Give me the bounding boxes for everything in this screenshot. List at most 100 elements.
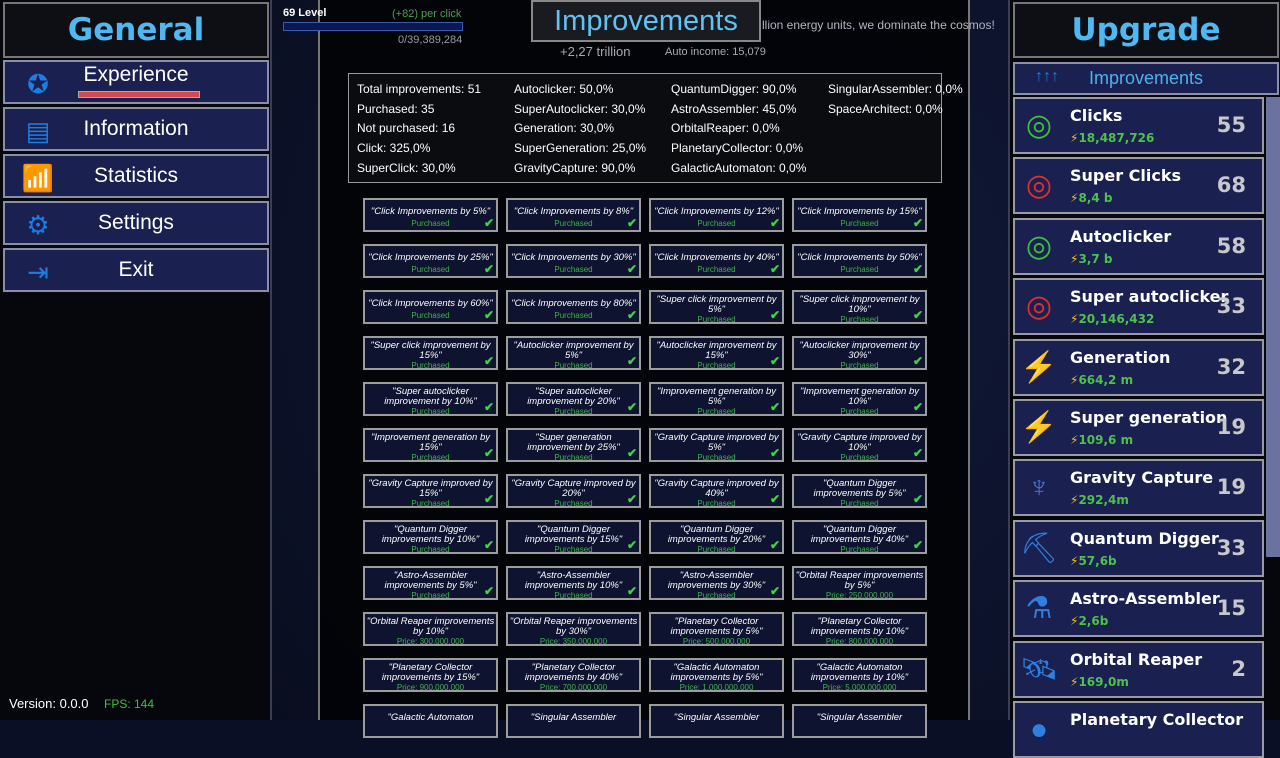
checkmark-icon: ✔ xyxy=(912,262,923,276)
improvement-card[interactable]: "Click Improvements by 12%" Purchased ✔ xyxy=(649,198,784,232)
upgrade-count: 19 xyxy=(1216,475,1246,500)
improvement-card[interactable]: "Super autoclicker improvement by 10%" Pu… xyxy=(363,382,498,416)
checkmark-icon: ✔ xyxy=(626,354,637,368)
improvement-card[interactable]: "Planetary Collector improvements by 5%"… xyxy=(649,612,784,646)
improvement-title: "Click Improvements by 40%" xyxy=(654,252,779,263)
checkmark-icon: ✔ xyxy=(912,446,923,460)
improvement-card[interactable]: "Improvement generation by 5%" Purchased ✔ xyxy=(649,382,784,416)
improvement-card[interactable]: "Click Improvements by 25%" Purchased ✔ xyxy=(363,244,498,278)
price-label: Price: 250,000,000 xyxy=(825,591,894,600)
upgrade-item[interactable]: 🛰 Orbital Reaper ⚡169,0m 2 xyxy=(1013,640,1264,698)
improvement-card[interactable]: "Singular Assembler xyxy=(506,704,641,738)
improvement-card[interactable]: "Planetary Collector improvements by 10%… xyxy=(792,612,927,646)
upgrade-count: 15 xyxy=(1216,596,1246,621)
improvement-card[interactable]: "Super click improvement by 10%" Purchase… xyxy=(792,290,927,324)
improvement-card[interactable]: "Planetary Collector improvements by 40%… xyxy=(506,658,641,692)
energy-icon: ⚡ xyxy=(1070,493,1079,508)
improvement-card[interactable]: "Gravity Capture improved by 15%" Purchas… xyxy=(363,474,498,508)
nav-information[interactable]: ▤ Information xyxy=(3,107,269,151)
improvement-card[interactable]: "Quantum Digger improvements by 40%" Purc… xyxy=(792,520,927,554)
improvement-title: "Planetary Collector improvements by 15%… xyxy=(381,662,480,683)
improvement-card[interactable]: "Super click improvement by 15%" Purchase… xyxy=(363,336,498,370)
improvement-card[interactable]: "Quantum Digger improvements by 10%" Purc… xyxy=(363,520,498,554)
gear-icon: ⚙ xyxy=(26,210,50,240)
improvement-title: "Improvement generation by 10%" xyxy=(799,386,920,407)
upgrade-item[interactable]: ⚗ Astro-Assembler ⚡2,6b 15 xyxy=(1013,580,1264,638)
improvement-card[interactable]: "Astro-Assembler improvements by 10%" Pur… xyxy=(506,566,641,600)
improvement-card[interactable]: "Orbital Reaper improvements by 30%" Pric… xyxy=(506,612,641,646)
lightning-icon: ⚡ xyxy=(1020,350,1058,384)
upgrade-item[interactable]: ⚡ Super generation ⚡109,6 m 19 xyxy=(1013,399,1264,456)
improvement-card[interactable]: "Quantum Digger improvements by 15%" Purc… xyxy=(506,520,641,554)
purchased-status: Purchased xyxy=(697,499,736,508)
improvement-card[interactable]: "Autoclicker improvement by 30%" Purchase… xyxy=(792,336,927,370)
improvement-card[interactable]: "Click Improvements by 8%" Purchased ✔ xyxy=(506,198,641,232)
upgrade-price: ⚡109,6 m xyxy=(1070,433,1134,447)
red-lightning-icon: ⚡ xyxy=(1020,411,1058,444)
purchased-status: Purchased xyxy=(554,499,593,508)
improvement-card[interactable]: "Autoclicker improvement by 15%" Purchase… xyxy=(649,336,784,370)
document-icon: ▤ xyxy=(25,116,51,146)
improvement-card[interactable]: "Click Improvements by 15%" Purchased ✔ xyxy=(792,198,927,232)
improvement-title: "Orbital Reaper improvements by 10%" xyxy=(366,616,495,637)
upgrade-item[interactable]: ◎ Clicks ⚡18,487,726 55 xyxy=(1013,97,1264,154)
checkmark-icon: ✔ xyxy=(626,400,637,414)
improvement-card[interactable]: "Super click improvement by 5%" Purchased… xyxy=(649,290,784,324)
improvement-card[interactable]: "Gravity Capture improved by 20%" Purchas… xyxy=(506,474,641,508)
improvement-title: "Gravity Capture improved by 5%" xyxy=(654,432,779,453)
nav-statistics[interactable]: 📶 Statistics xyxy=(3,154,269,198)
purchased-status: Purchased xyxy=(411,499,450,508)
improvement-title: "Gravity Capture improved by 10%" xyxy=(797,432,922,453)
improvement-card[interactable]: "Click Improvements by 5%" Purchased ✔ xyxy=(363,198,498,232)
autoclicker-mouse-icon: ◎ xyxy=(1025,229,1053,263)
improvement-card[interactable]: "Singular Assembler xyxy=(649,704,784,738)
improvement-card[interactable]: "Orbital Reaper improvements by 10%" Pric… xyxy=(363,612,498,646)
improvement-card[interactable]: "Super autoclicker improvement by 20%" Pu… xyxy=(506,382,641,416)
improvement-card[interactable]: "Astro-Assembler improvements by 5%" Purc… xyxy=(363,566,498,600)
improvement-card[interactable]: "Click Improvements by 50%" Purchased ✔ xyxy=(792,244,927,278)
upgrade-item[interactable]: ⚡ Generation ⚡664,2 m 32 xyxy=(1013,338,1264,396)
improvement-card[interactable]: "Improvement generation by 15%" Purchased… xyxy=(363,428,498,462)
upgrade-item[interactable]: ◎ Super autoclicker ⚡20,146,432 33 xyxy=(1013,278,1264,336)
upgrade-item[interactable]: ♆ Gravity Capture ⚡292,4m 19 xyxy=(1013,459,1264,517)
improvement-card[interactable]: "Quantum Digger improvements by 20%" Purc… xyxy=(649,520,784,554)
level-label: 69 Level xyxy=(283,7,327,19)
experience-bar xyxy=(78,91,200,98)
checkmark-icon: ✔ xyxy=(769,446,780,460)
improvement-card[interactable]: "Galactic Automaton xyxy=(363,704,498,738)
upgrade-item[interactable]: ● Planetary Collector xyxy=(1013,701,1264,758)
improvement-card[interactable]: "Quantum Digger improvements by 5%" Purch… xyxy=(792,474,927,508)
improvement-card[interactable]: "Galactic Automaton improvements by 10%"… xyxy=(792,658,927,692)
improvements-tab[interactable]: ↑↑↑ Improvements xyxy=(1013,62,1279,95)
improvement-card[interactable]: "Click Improvements by 60%" Purchased ✔ xyxy=(363,290,498,324)
improvement-card[interactable]: "Galactic Automaton improvements by 5%" P… xyxy=(649,658,784,692)
improvement-card[interactable]: "Super generation improvement by 25%" Pur… xyxy=(506,428,641,462)
upgrade-name: Orbital Reaper xyxy=(1070,649,1203,669)
improvement-card[interactable]: "Gravity Capture improved by 5%" Purchase… xyxy=(649,428,784,462)
improvements-title: Improvements xyxy=(531,0,761,42)
improvement-card[interactable]: "Click Improvements by 40%" Purchased ✔ xyxy=(649,244,784,278)
improvement-card[interactable]: "Gravity Capture improved by 10%" Purchas… xyxy=(792,428,927,462)
improvement-card[interactable]: "Astro-Assembler improvements by 30%" Pur… xyxy=(649,566,784,600)
improvement-card[interactable]: "Planetary Collector improvements by 15%… xyxy=(363,658,498,692)
nav-exit[interactable]: ⇥ Exit xyxy=(3,248,269,292)
improvement-title: "Quantum Digger improvements by 5%" xyxy=(813,478,906,499)
checkmark-icon: ✔ xyxy=(912,538,923,552)
scrollbar[interactable] xyxy=(1266,97,1280,557)
improvement-card[interactable]: "Improvement generation by 10%" Purchased… xyxy=(792,382,927,416)
improvement-card[interactable]: "Autoclicker improvement by 5%" Purchased… xyxy=(506,336,641,370)
improvement-card[interactable]: "Orbital Reaper improvements by 5%" Price… xyxy=(792,566,927,600)
improvement-title: "Autoclicker improvement by 30%" xyxy=(799,340,920,361)
improvement-card[interactable]: "Click Improvements by 30%" Purchased ✔ xyxy=(506,244,641,278)
improvement-card[interactable]: "Singular Assembler xyxy=(792,704,927,738)
nav-experience[interactable]: ✪ Experience xyxy=(3,60,269,104)
improvement-card[interactable]: "Click Improvements by 80%" Purchased ✔ xyxy=(506,290,641,324)
upgrade-item[interactable]: ⛏ Quantum Digger ⚡57,6b 33 xyxy=(1013,519,1264,577)
improvement-card[interactable]: "Gravity Capture improved by 40%" Purchas… xyxy=(649,474,784,508)
upgrade-item[interactable]: ◎ Autoclicker ⚡3,7 b 58 xyxy=(1013,217,1264,275)
nav-settings[interactable]: ⚙ Settings xyxy=(3,201,269,245)
improvement-title: "Click Improvements by 30%" xyxy=(511,252,636,263)
per-click: (+82) per click xyxy=(392,8,462,20)
upgrade-item[interactable]: ◎ Super Clicks ⚡8,4 b 68 xyxy=(1013,157,1264,215)
upgrade-price: ⚡664,2 m xyxy=(1070,372,1134,387)
